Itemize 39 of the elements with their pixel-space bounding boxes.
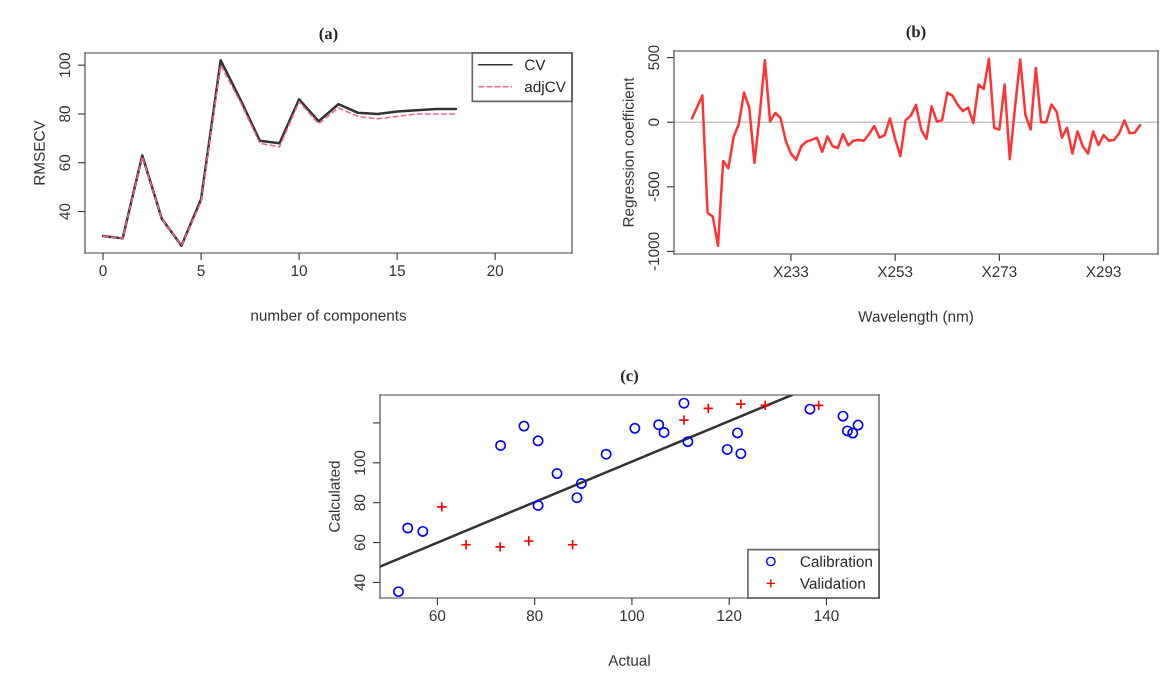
x-axis-title: Wavelength (nm) <box>858 310 973 325</box>
chart-title: (b) <box>906 25 926 41</box>
x-tick-label: 20 <box>487 265 504 277</box>
y-tick-label: 60 <box>59 154 71 171</box>
y-tick-label: 80 <box>354 494 366 511</box>
x-tick-label: 0 <box>99 265 107 277</box>
chart-title: (c) <box>620 369 639 385</box>
x-tick-label: 5 <box>197 265 205 277</box>
y-tick-label: 80 <box>59 106 71 122</box>
x-tick-label: 100 <box>620 610 645 622</box>
x-tick-label: 10 <box>291 265 307 277</box>
y-axis-title: RMSECV <box>34 120 45 185</box>
chart-title: (a) <box>319 27 338 43</box>
y-tick-label: 0 <box>648 118 660 126</box>
y-tick-label: 40 <box>59 203 71 220</box>
x-tick-label: X233 <box>773 266 809 278</box>
x-tick-label: 140 <box>814 610 839 622</box>
y-tick-label: 60 <box>354 534 366 551</box>
y-tick-label: 100 <box>354 450 366 475</box>
legend-label: CV <box>525 59 546 71</box>
legend-label: Calibration <box>800 555 872 567</box>
x-axis-title: number of components <box>251 309 407 324</box>
y-axis-title: Regression coefficient <box>622 77 637 227</box>
y-tick-label: -500 <box>648 172 660 202</box>
x-tick-label: 80 <box>526 610 543 622</box>
y-axis-title: Calculated <box>328 461 340 532</box>
y-tick-label: -1000 <box>648 232 660 271</box>
x-tick-label: X253 <box>877 266 913 278</box>
legend-label: Validation <box>799 577 865 589</box>
x-tick-label: 15 <box>389 265 405 277</box>
x-axis-title: Actual <box>608 654 650 666</box>
x-tick-label: 120 <box>717 610 742 622</box>
y-tick-label: 500 <box>648 45 660 70</box>
legend-label: adjCV <box>524 80 566 96</box>
x-tick-label: 60 <box>429 610 446 622</box>
x-tick-label: X293 <box>1086 266 1121 278</box>
x-tick-label: X273 <box>981 266 1017 278</box>
y-tick-label: 100 <box>59 53 71 77</box>
y-tick-label: 40 <box>354 574 366 591</box>
